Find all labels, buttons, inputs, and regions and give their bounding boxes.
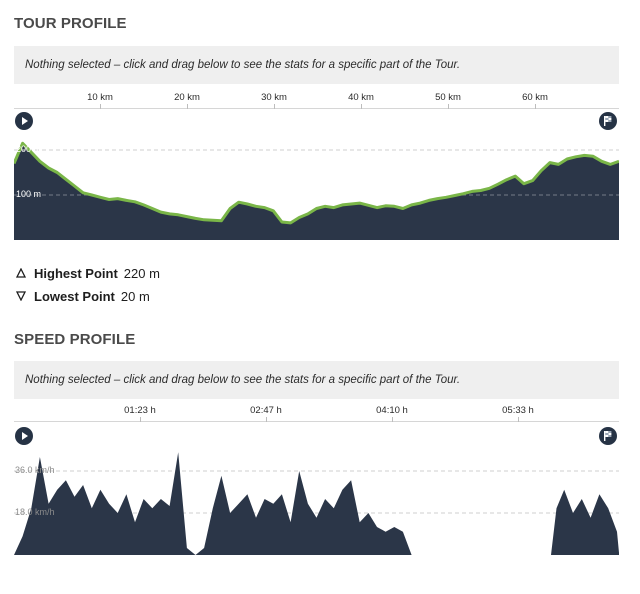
lowest-point-value: 20 m	[120, 289, 150, 304]
speed-start-button[interactable]	[15, 427, 33, 445]
speed-time-axis-tick	[266, 417, 267, 422]
speed-chart[interactable]: 36.0 km/h 18.0 km/h	[14, 450, 619, 555]
tour-distance-axis-tick	[187, 104, 188, 109]
tour-elevation-svg[interactable]	[14, 132, 619, 240]
speed-grid-label: 36.0 km/h	[15, 465, 55, 475]
elevation-area	[14, 143, 619, 240]
play-icon	[22, 432, 28, 440]
tour-elevation-chart[interactable]: 200 m 100 m	[14, 132, 619, 240]
elevation-grid-label: 100 m	[16, 189, 42, 199]
tour-selection-notice: Nothing selected – click and drag below …	[14, 46, 619, 84]
elevation-grid-label: 200 m	[16, 144, 42, 154]
speed-finish-button[interactable]	[599, 427, 617, 445]
highest-point-value: 220 m	[123, 266, 160, 281]
triangle-down-icon	[15, 289, 30, 304]
tour-distance-axis-label: 40 km	[348, 92, 374, 103]
tour-distance-axis-tick	[100, 104, 101, 109]
tour-distance-axis: 10 km 20 km 30 km 40 km 50 km 60 km	[14, 88, 619, 109]
tour-distance-axis-tick	[535, 104, 536, 109]
tour-start-button[interactable]	[15, 112, 33, 130]
finish-flag-icon	[604, 116, 612, 126]
tour-distance-axis-label: 50 km	[435, 92, 461, 103]
speed-area	[14, 452, 619, 555]
play-icon	[22, 117, 28, 125]
elevation-line	[14, 141, 619, 225]
lowest-point-label: Lowest Point	[34, 289, 115, 304]
tour-distance-axis-tick	[448, 104, 449, 109]
speed-time-axis-label: 04:10 h	[376, 405, 408, 416]
finish-flag-icon	[604, 431, 612, 441]
lowest-point-row: Lowest Point 20 m	[15, 289, 150, 304]
tour-profile-title: TOUR PROFILE	[14, 15, 127, 32]
speed-time-axis: 01:23 h 02:47 h 04:10 h 05:33 h	[14, 401, 619, 422]
speed-time-axis-tick	[392, 417, 393, 422]
speed-time-axis-tick	[140, 417, 141, 422]
tour-distance-axis-label: 60 km	[522, 92, 548, 103]
speed-area-tail	[551, 489, 619, 555]
tour-distance-axis-label: 10 km	[87, 92, 113, 103]
speed-time-axis-label: 02:47 h	[250, 405, 282, 416]
speed-svg[interactable]	[14, 450, 619, 555]
tour-distance-axis-tick	[361, 104, 362, 109]
tour-distance-axis-label: 20 km	[174, 92, 200, 103]
tour-distance-axis-tick	[274, 104, 275, 109]
highest-point-row: Highest Point 220 m	[15, 266, 160, 281]
speed-grid-label: 18.0 km/h	[15, 507, 55, 517]
highest-point-label: Highest Point	[34, 266, 118, 281]
triangle-up-icon	[15, 266, 30, 281]
speed-time-axis-label: 01:23 h	[124, 405, 156, 416]
tour-distance-axis-label: 30 km	[261, 92, 287, 103]
tour-finish-button[interactable]	[599, 112, 617, 130]
speed-selection-notice: Nothing selected – click and drag below …	[14, 361, 619, 399]
speed-profile-title: SPEED PROFILE	[14, 331, 136, 348]
speed-time-axis-label: 05:33 h	[502, 405, 534, 416]
speed-time-axis-tick	[518, 417, 519, 422]
